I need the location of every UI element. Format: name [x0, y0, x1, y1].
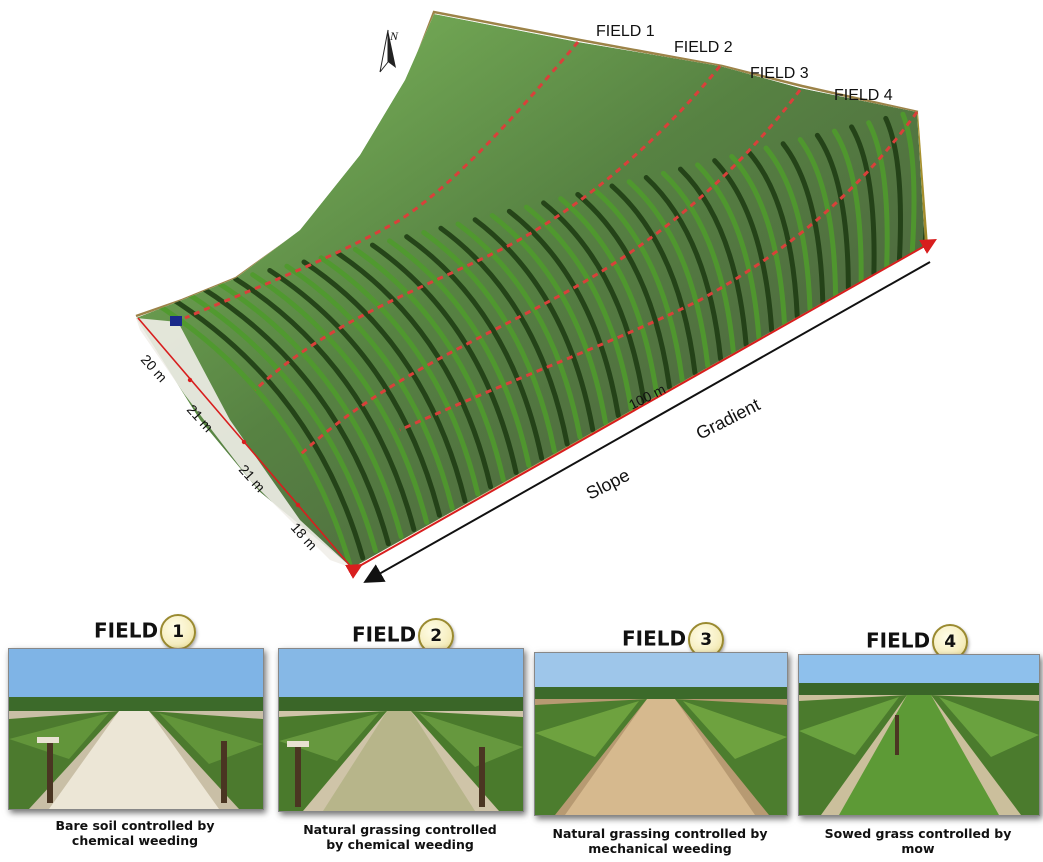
north-label: N — [389, 29, 399, 43]
panel-4-caption-line-1: Sowed grass controlled by — [824, 826, 1012, 841]
slope-word-2: Gradient — [693, 394, 764, 443]
panel-2-caption-line-1: Natural grassing controlled — [303, 822, 497, 837]
panel-3-title: FIELD 3 — [622, 622, 725, 658]
panel-3-title-text: FIELD — [622, 626, 687, 651]
panel-3-caption-line-1: Natural grassing controlled by — [552, 826, 768, 841]
slope-gradient-arrow — [363, 261, 931, 583]
vine-row — [883, 115, 903, 262]
panel-2-title-text: FIELD — [352, 622, 417, 647]
panel-1-caption-line-1: Bare soil controlled by — [55, 818, 215, 833]
panel-3-caption-line-2: mechanical weeding — [588, 841, 732, 856]
vine-row — [900, 111, 917, 255]
vine-row — [147, 297, 353, 568]
panel-4-photo — [798, 654, 1040, 816]
panel-4-title-text: FIELD — [866, 628, 931, 653]
panel-4-caption: Sowed grass controlled by mow — [798, 826, 1038, 856]
panel-1-photo — [8, 648, 264, 810]
panel-3-caption: Natural grassing controlled by mechanica… — [534, 826, 786, 856]
panel-1-title: FIELD 1 — [94, 614, 197, 650]
panel-4-caption-line-2: mow — [901, 841, 935, 856]
north-arrow-icon: N — [379, 29, 399, 73]
panel-1-title-text: FIELD — [94, 618, 159, 643]
map-label-field-2: FIELD 2 — [674, 39, 733, 56]
map-label-field-4: FIELD 4 — [834, 87, 893, 104]
panel-1-number-badge: 1 — [160, 614, 197, 650]
length-arrow — [345, 239, 937, 579]
panel-2-photo — [278, 648, 524, 812]
panel-2-caption: Natural grassing controlled by chemical … — [278, 822, 522, 852]
marker-post — [170, 316, 182, 326]
vineyard-3d-figure: FIELD 1 FIELD 2 FIELD 3 FIELD 4 N 20 m 2… — [135, 10, 937, 583]
slope-word-1: Slope — [583, 465, 633, 504]
map-label-field-3: FIELD 3 — [750, 65, 809, 82]
panel-3-photo — [534, 652, 788, 816]
panel-1-caption: Bare soil controlled by chemical weeding — [8, 818, 262, 848]
panel-1-caption-line-2: chemical weeding — [71, 833, 199, 848]
panel-2-caption-line-2: by chemical weeding — [326, 837, 474, 852]
map-label-field-1: FIELD 1 — [596, 23, 655, 40]
